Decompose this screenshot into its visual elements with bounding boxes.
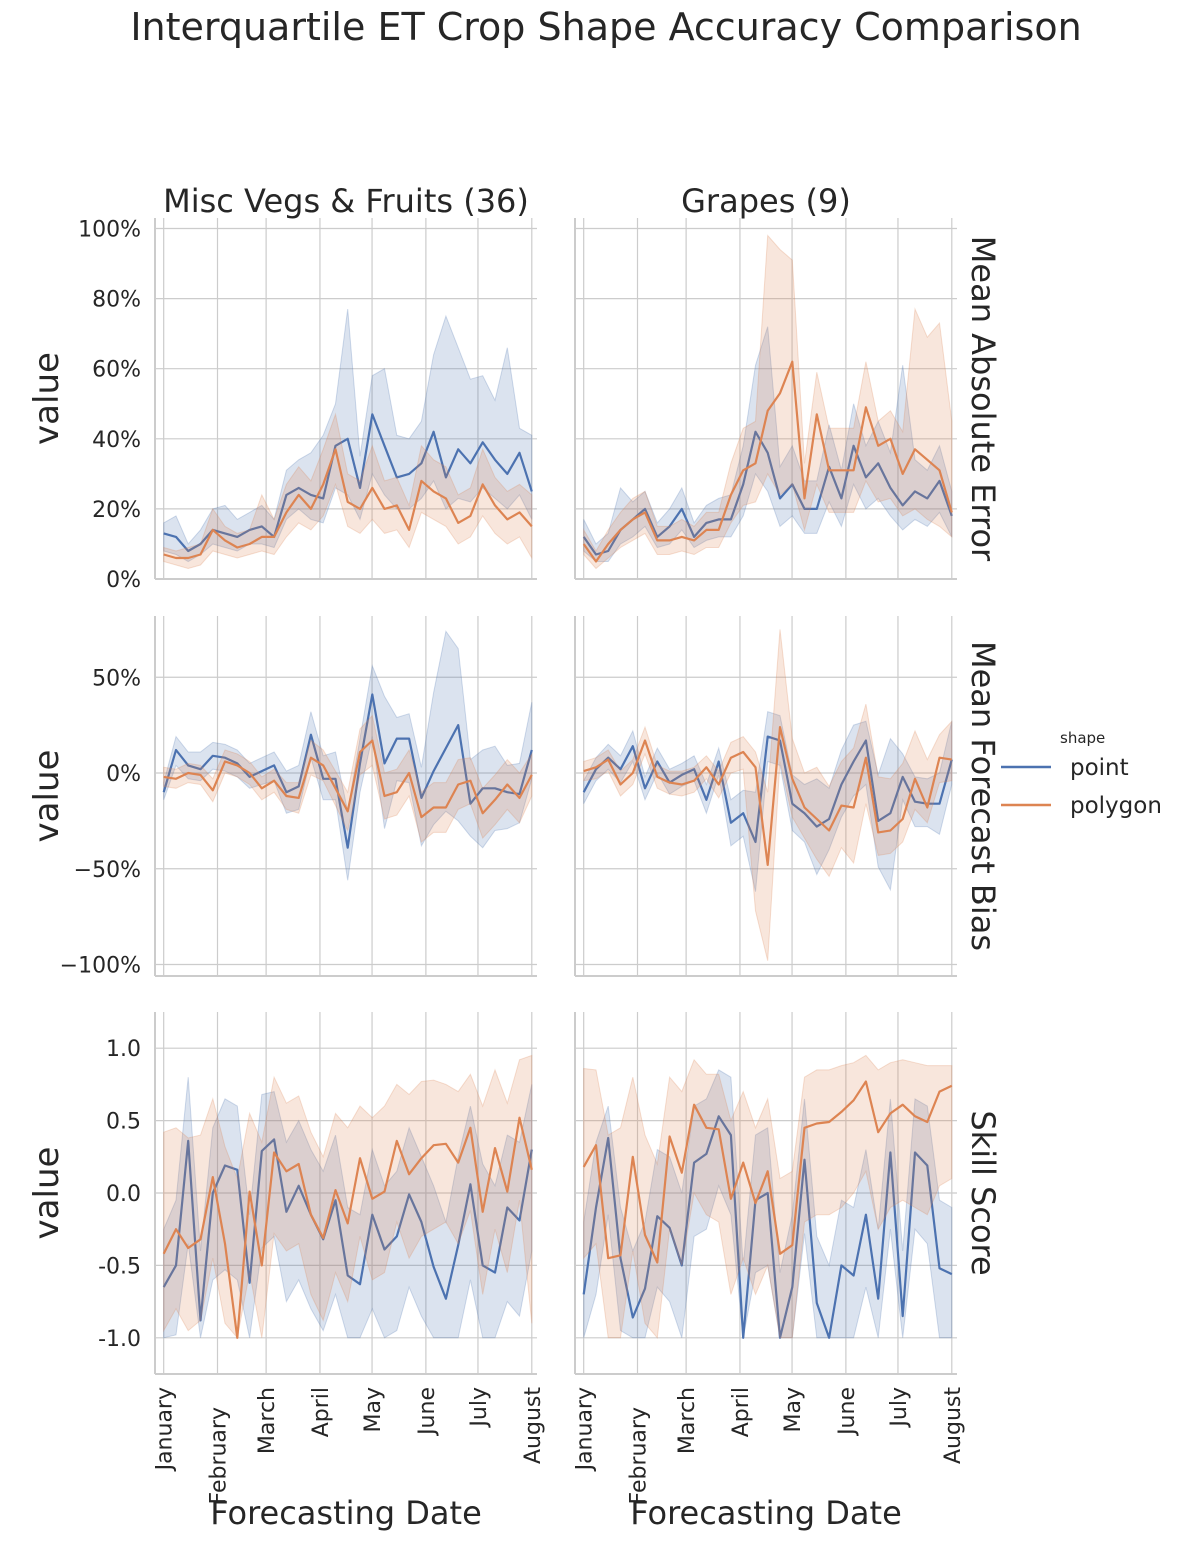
series-line-point <box>582 735 953 844</box>
column-title: Grapes (9) <box>681 182 851 220</box>
y-tick-label: 80% <box>92 288 141 313</box>
panel-0-0: 0% 20% 40% 60% 80% 100% Misc Vegs & Fruits (36… <box>27 182 537 593</box>
x-tick-label: February <box>627 1407 652 1505</box>
y-tick-label: -1.0 <box>98 1327 141 1352</box>
confidence-band-polygon <box>583 234 953 570</box>
series-line-point <box>582 430 953 556</box>
y-tick-label: −50% <box>74 858 141 883</box>
x-tick-label: January <box>153 1387 178 1472</box>
confidence-band-point <box>163 309 533 563</box>
x-tick-label: February <box>207 1407 232 1505</box>
y-tick-label: 0% <box>106 762 141 787</box>
x-tick-label: January <box>573 1387 598 1472</box>
y-tick-label: −100% <box>60 954 141 979</box>
column-title: Misc Vegs & Fruits (36) <box>163 182 529 220</box>
legend: shape point polygon <box>1001 729 1162 819</box>
x-tick-label: March <box>675 1387 700 1454</box>
x-tick-label: May <box>361 1387 386 1432</box>
row-title: Skill Score <box>964 1110 1002 1275</box>
x-tick-label: August <box>521 1387 546 1464</box>
y-tick-label: 0.5 <box>106 1110 141 1135</box>
x-tick-label: May <box>781 1387 806 1432</box>
confidence-band-point <box>163 630 533 881</box>
confidence-band-polygon <box>583 629 953 961</box>
series-line-polygon <box>583 725 952 867</box>
x-tick-label: March <box>255 1387 280 1454</box>
facet-panels: 0% 20% 40% 60% 80% 100% Misc Vegs & Fruits (36… <box>27 182 1002 1532</box>
series-line-polygon <box>582 360 953 563</box>
x-tick-label: August <box>941 1387 966 1464</box>
legend-title: shape <box>1060 729 1105 747</box>
legend-label: point <box>1070 755 1129 781</box>
y-tick-label: -0.5 <box>98 1254 141 1279</box>
series-line-point <box>162 693 533 849</box>
confidence-band-polygon <box>163 714 533 843</box>
y-tick-label: 100% <box>78 218 141 243</box>
x-axis-label: Forecasting Date <box>630 1494 902 1532</box>
y-tick-label: 1.0 <box>106 1037 141 1062</box>
series-line-point <box>162 1138 533 1322</box>
y-axis-label: value <box>27 352 67 445</box>
series-line-polygon <box>162 1116 533 1339</box>
panel-1-0: −100% −50% 0% 50% value <box>27 616 537 979</box>
confidence-band-polygon <box>163 412 533 570</box>
y-tick-label: 20% <box>92 498 141 523</box>
y-tick-label: 50% <box>92 666 141 691</box>
series-line-point <box>582 1115 953 1339</box>
confidence-band-point <box>163 1077 533 1339</box>
x-tick-label: June <box>415 1387 440 1437</box>
confidence-band-polygon <box>163 1054 533 1339</box>
y-axis-label: value <box>27 750 67 843</box>
x-tick-label: April <box>309 1387 334 1437</box>
series-line-polygon <box>163 448 533 560</box>
x-tick-label: June <box>835 1387 860 1437</box>
series-line-polygon <box>163 739 533 819</box>
x-tick-label: July <box>467 1387 492 1429</box>
y-tick-label: 0% <box>106 568 141 593</box>
confidence-band-polygon <box>583 1054 953 1340</box>
row-title: Mean Forecast Bias <box>964 641 1002 951</box>
y-tick-label: 60% <box>92 358 141 383</box>
y-axis-label: value <box>27 1147 67 1240</box>
y-tick-label: 0.0 <box>106 1182 141 1207</box>
series-line-point <box>163 413 533 553</box>
chart-title: Interquartile ET Crop Shape Accuracy Com… <box>130 5 1081 49</box>
y-tick-label: 40% <box>92 428 141 453</box>
x-tick-label: April <box>729 1387 754 1437</box>
panel-2-0: -1.0 -0.5 0.0 0.5 1.0 value January February Mar… <box>27 1012 546 1532</box>
x-axis-label: Forecasting Date <box>210 1494 482 1532</box>
panel-0-1: Grapes (9) Mean Absolute Error <box>574 182 1002 580</box>
legend-label: polygon <box>1070 793 1162 819</box>
row-title: Mean Absolute Error <box>964 236 1002 562</box>
confidence-band-point <box>583 326 953 562</box>
series-line-polygon <box>582 1080 953 1264</box>
panel-1-1: Mean Forecast Bias <box>574 616 1002 977</box>
x-tick-label: July <box>887 1387 912 1429</box>
panel-2-1: Skill Score January February March April May J… <box>573 1012 1002 1532</box>
